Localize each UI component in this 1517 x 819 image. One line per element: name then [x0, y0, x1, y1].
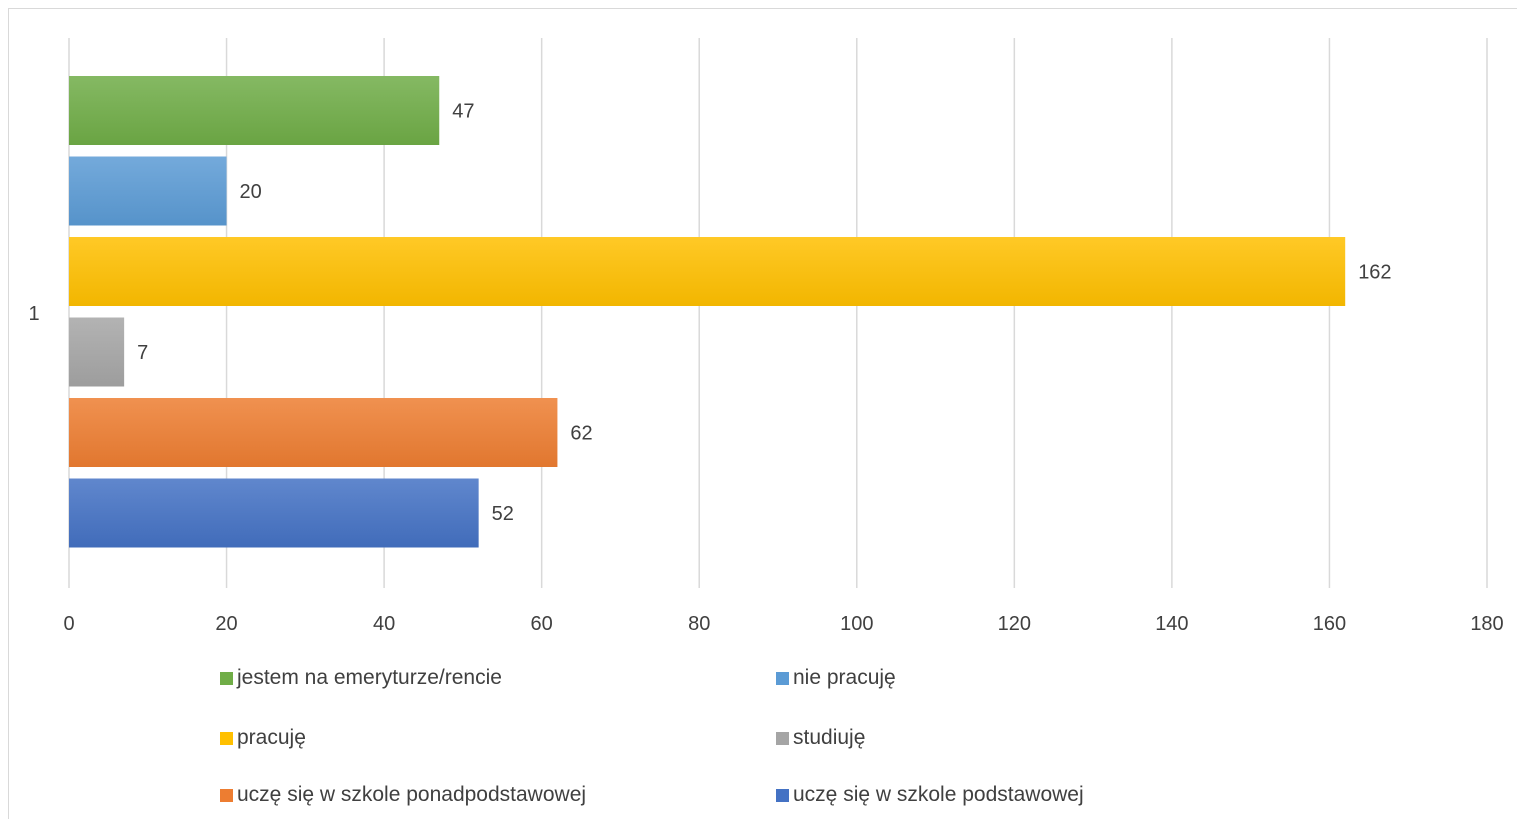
x-tick-label: 20 — [215, 613, 237, 635]
legend-swatch — [776, 731, 789, 745]
data-label: 52 — [492, 503, 514, 525]
x-tick-label: 160 — [1313, 613, 1346, 635]
bar-ucz-si-w-szkole-ponadpodstawowej — [69, 398, 558, 467]
x-tick-label: 80 — [688, 613, 710, 635]
legend-label: studiuję — [793, 726, 866, 749]
x-tick-labels: 0 20 40 60 80 100 120 140 160 180 — [63, 613, 1503, 635]
bar-ucz-si-w-szkole-podstawowej — [69, 478, 479, 548]
legend-label: jestem na emeryturze/rencie — [237, 666, 502, 689]
bar-nie-pracuj- — [69, 156, 227, 226]
legend-item: studiuję — [776, 726, 865, 750]
data-label: 62 — [570, 423, 592, 445]
legend-swatch — [220, 671, 233, 685]
legend-item: uczę się w szkole ponadpodstawowej — [220, 783, 586, 807]
x-tick-label: 100 — [840, 613, 873, 635]
x-tick-label: 0 — [63, 613, 74, 635]
legend-swatch — [776, 671, 789, 685]
legend-item: nie pracuję — [776, 666, 896, 690]
data-label: 162 — [1358, 262, 1391, 284]
bar-pracuj- — [69, 237, 1346, 306]
data-label: 47 — [452, 101, 474, 123]
bars — [69, 76, 1346, 548]
category-label: 1 — [28, 303, 39, 325]
legend-swatch — [220, 731, 233, 745]
legend-swatch — [220, 788, 233, 802]
legend-label: uczę się w szkole ponadpodstawowej — [237, 783, 587, 806]
x-tick-label: 60 — [531, 613, 553, 635]
data-labels: 47 20 162 7 62 52 — [137, 101, 1391, 526]
x-tick-label: 180 — [1470, 613, 1503, 635]
x-tick-label: 140 — [1155, 613, 1188, 635]
legend-label: uczę się w szkole podstawowej — [793, 783, 1084, 806]
chart-frame — [8, 8, 1517, 819]
x-tick-label: 120 — [998, 613, 1031, 635]
legend-item: uczę się w szkole podstawowej — [776, 783, 1084, 807]
legend-label: nie pracuję — [793, 666, 896, 689]
legend-label: pracuję — [237, 726, 306, 749]
legend-item: jestem na emeryturze/rencie — [220, 666, 502, 690]
bar-jestem-na-emeryturze-rencie — [69, 76, 440, 145]
data-label: 7 — [137, 342, 148, 364]
data-label: 20 — [240, 181, 262, 203]
legend-swatch — [776, 788, 789, 802]
x-tick-label: 40 — [373, 613, 395, 635]
bar-studiuj- — [69, 317, 125, 387]
legend-item: pracuję — [220, 726, 306, 750]
gridlines — [68, 38, 1488, 588]
